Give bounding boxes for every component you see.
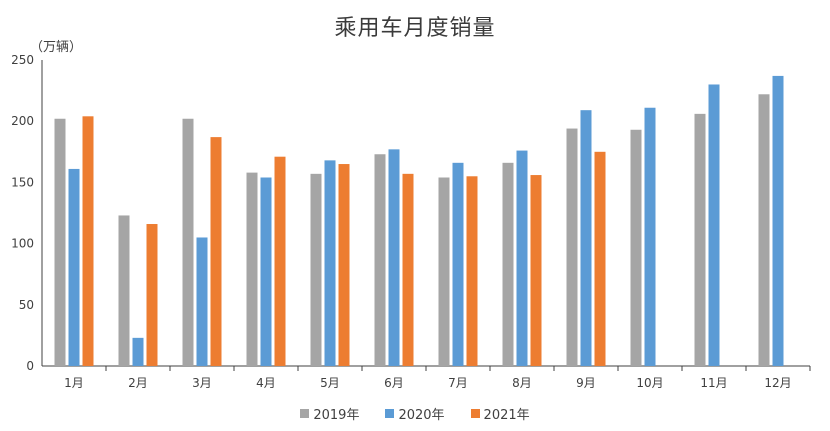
bar <box>502 162 514 366</box>
bar <box>274 156 286 366</box>
x-tick-label: 4月 <box>256 376 276 390</box>
bar <box>54 118 66 366</box>
bar <box>374 154 386 366</box>
bar <box>708 84 720 366</box>
bar <box>246 172 258 366</box>
bar <box>132 337 144 366</box>
legend-label: 2020年 <box>398 408 445 423</box>
x-tick-label: 1月 <box>64 376 84 390</box>
legend-label: 2021年 <box>483 408 530 423</box>
x-tick-label: 6月 <box>384 376 404 390</box>
bar <box>644 107 656 367</box>
y-tick-label: 250 <box>11 53 34 67</box>
bar <box>772 75 784 367</box>
legend-item: 2020年 <box>385 404 445 423</box>
y-tick-label: 200 <box>11 114 34 128</box>
bar <box>260 177 272 366</box>
bar <box>310 173 322 366</box>
y-tick-label: 100 <box>11 237 34 251</box>
legend-swatch <box>300 409 310 418</box>
bar <box>566 128 578 366</box>
bar <box>324 160 336 366</box>
bar <box>68 168 80 366</box>
bar <box>402 173 414 366</box>
bar <box>452 162 464 366</box>
x-tick-label: 7月 <box>448 376 468 390</box>
bar <box>530 175 542 366</box>
bar <box>694 113 706 366</box>
bar <box>516 150 528 366</box>
bar <box>438 177 450 366</box>
bar <box>196 237 208 366</box>
y-tick-label: 0 <box>26 359 34 373</box>
x-tick-label: 3月 <box>192 376 212 390</box>
x-tick-label: 5月 <box>320 376 340 390</box>
x-tick-label: 12月 <box>764 376 791 390</box>
legend-swatch <box>470 409 480 418</box>
y-tick-label: 150 <box>11 175 34 189</box>
legend-item: 2019年 <box>300 404 359 423</box>
legend-swatch <box>385 409 395 418</box>
bar <box>182 118 194 366</box>
bar <box>210 137 222 366</box>
legend-item: 2021年 <box>470 404 530 423</box>
legend-label: 2019年 <box>313 408 360 423</box>
bar <box>338 164 350 366</box>
bar <box>466 176 478 366</box>
bar <box>146 224 158 366</box>
bar <box>758 94 770 366</box>
y-axis-unit-label: （万辆） <box>30 40 83 55</box>
x-tick-label: 11月 <box>700 376 727 390</box>
bar <box>594 151 606 366</box>
x-tick-label: 8月 <box>512 376 532 390</box>
bar <box>388 149 400 366</box>
bar <box>630 129 642 366</box>
bar <box>118 215 130 366</box>
x-axis: 1月 2月 3月 4月 5月 6月 7月 8月 9月 10月 11月 12月 <box>42 365 811 390</box>
chart-title: 乘用车月度销量 <box>334 16 496 41</box>
x-tick-label: 10月 <box>636 376 663 390</box>
bars <box>54 75 784 367</box>
y-tick-label: 50 <box>19 298 34 312</box>
bar <box>580 110 592 367</box>
chart-legend: 2019年 2020年 2021年 <box>0 404 830 423</box>
x-tick-label: 9月 <box>576 376 596 390</box>
bar <box>82 116 94 366</box>
x-tick-label: 2月 <box>128 376 148 390</box>
y-axis: 0 50 100 150 200 250 <box>11 53 43 373</box>
